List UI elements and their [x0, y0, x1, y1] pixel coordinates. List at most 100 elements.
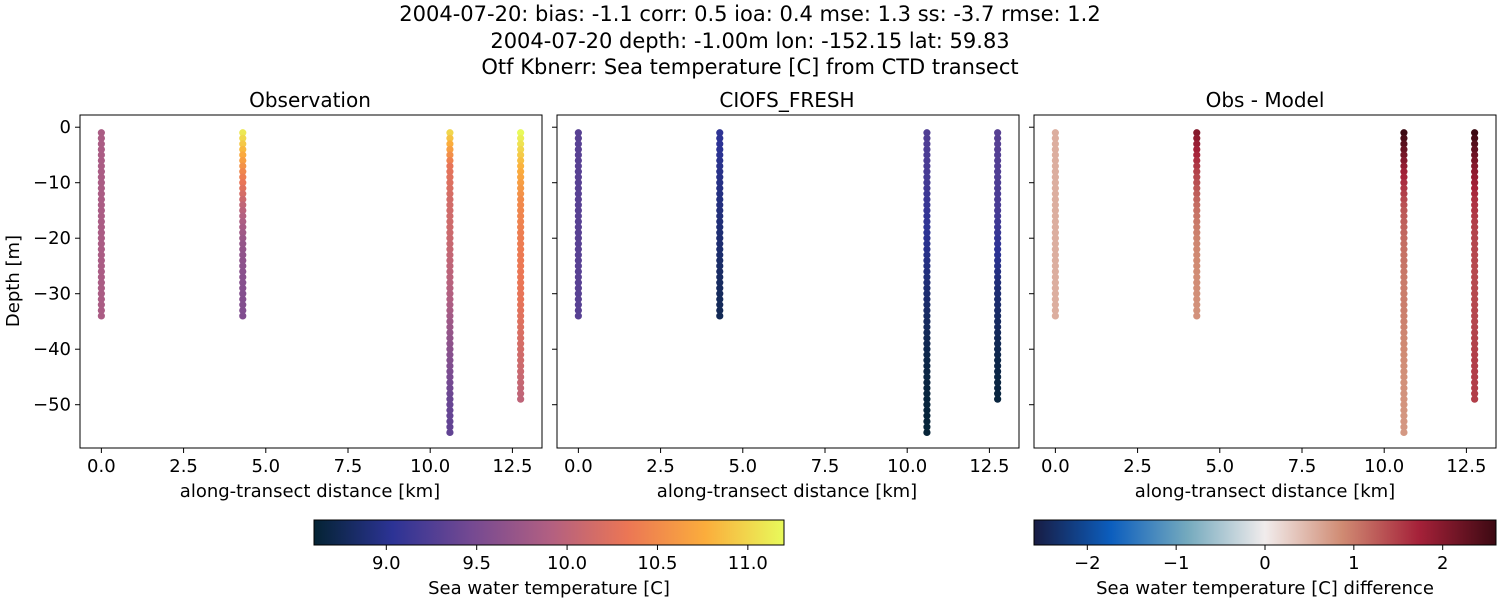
data-point — [923, 423, 931, 431]
data-point — [446, 279, 454, 287]
data-point — [1400, 162, 1408, 170]
data-point — [446, 417, 454, 425]
data-point — [446, 401, 454, 409]
data-point — [716, 212, 724, 220]
data-point — [923, 323, 931, 331]
data-point — [517, 390, 525, 398]
x-tick-label: 2.5 — [646, 456, 675, 477]
data-point — [446, 284, 454, 292]
data-point — [1400, 184, 1408, 192]
data-point — [1051, 223, 1059, 231]
data-point — [1051, 279, 1059, 287]
data-point — [1193, 295, 1201, 303]
data-point — [517, 217, 525, 226]
colorbar-tick-label: 9.5 — [462, 553, 491, 574]
data-point — [517, 323, 525, 331]
data-point — [239, 267, 247, 276]
data-point — [517, 184, 525, 192]
data-point — [1051, 262, 1059, 270]
panel-title-obs-minus-model: Obs - Model — [1206, 88, 1325, 112]
data-point — [517, 212, 525, 220]
data-point — [446, 367, 454, 376]
data-point — [994, 378, 1002, 387]
data-point — [994, 217, 1002, 226]
data-point — [574, 240, 582, 248]
data-point — [574, 256, 582, 265]
data-point — [1193, 267, 1201, 276]
data-point — [923, 378, 931, 387]
data-point — [923, 156, 931, 165]
data-point — [446, 206, 454, 215]
data-point — [239, 190, 247, 198]
data-point — [1400, 273, 1408, 281]
data-point — [716, 206, 724, 215]
data-point — [1400, 367, 1408, 376]
data-point — [1400, 362, 1408, 370]
data-point — [1193, 162, 1201, 170]
data-point — [923, 412, 931, 420]
data-point — [923, 151, 931, 159]
data-point — [994, 340, 1002, 348]
data-point — [1471, 256, 1479, 265]
data-point — [1471, 217, 1479, 226]
data-point — [1051, 301, 1059, 309]
data-point — [1400, 390, 1408, 398]
data-point — [517, 284, 525, 292]
data-point — [1400, 229, 1408, 237]
data-point — [97, 295, 105, 303]
data-point — [716, 312, 724, 320]
data-point — [517, 301, 525, 309]
data-point — [239, 168, 247, 176]
data-point — [1051, 306, 1059, 314]
data-point — [1051, 240, 1059, 248]
y-ticks-ciofs-fresh — [552, 126, 557, 406]
data-point — [1400, 195, 1408, 203]
data-point — [1471, 162, 1479, 170]
x-tick-label: 7.5 — [811, 456, 840, 477]
data-point — [239, 279, 247, 287]
data-point — [1400, 168, 1408, 176]
data-point — [1051, 245, 1059, 253]
data-point — [239, 290, 247, 298]
data-point — [1051, 168, 1059, 176]
data-point — [1193, 201, 1201, 209]
data-point — [716, 290, 724, 298]
data-point — [1051, 212, 1059, 220]
data-point — [716, 195, 724, 203]
data-point — [1193, 173, 1201, 181]
data-point — [239, 156, 247, 165]
x-ticks-obs-minus-model: 0.0 2.5 5.0 7.5 10.0 12.5 — [1041, 448, 1486, 477]
data-point — [923, 317, 931, 326]
data-point — [97, 217, 105, 226]
data-point — [1051, 195, 1059, 203]
data-point — [574, 179, 582, 187]
data-point — [1400, 417, 1408, 425]
data-point — [517, 395, 525, 403]
data-point — [446, 179, 454, 187]
y-ticks-observation: 0 −10 −20 −30 −40 −50 — [33, 117, 80, 416]
data-point — [1051, 284, 1059, 292]
data-point — [446, 323, 454, 331]
data-point — [517, 334, 525, 342]
data-point — [1471, 234, 1479, 242]
data-point — [446, 145, 454, 154]
data-point — [716, 284, 724, 292]
data-point — [923, 267, 931, 276]
data-point — [446, 312, 454, 320]
data-point — [446, 162, 454, 170]
data-point — [1400, 378, 1408, 387]
data-point — [994, 345, 1002, 353]
data-point — [1193, 290, 1201, 298]
data-point — [97, 206, 105, 215]
data-point — [1471, 134, 1479, 142]
data-point — [239, 195, 247, 203]
data-point — [1400, 217, 1408, 226]
data-point — [97, 240, 105, 248]
data-point — [1471, 323, 1479, 331]
data-point — [1400, 328, 1408, 337]
data-point — [1193, 251, 1201, 259]
data-point — [446, 384, 454, 392]
data-point — [239, 256, 247, 265]
data-point — [716, 306, 724, 314]
data-point — [994, 184, 1002, 192]
